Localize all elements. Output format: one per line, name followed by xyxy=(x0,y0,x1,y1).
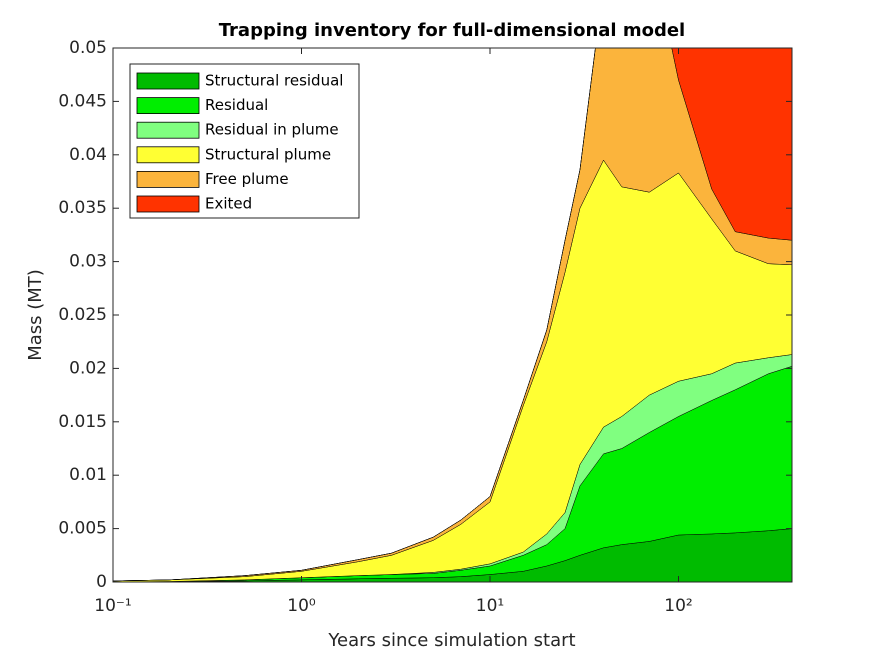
legend-label: Residual xyxy=(205,96,268,114)
y-tick-label: 0.045 xyxy=(58,91,107,111)
legend-swatch xyxy=(136,72,200,90)
plot-area xyxy=(113,48,792,582)
legend: Structural residual Residual Residual in p… xyxy=(129,63,360,219)
legend-label: Structural residual xyxy=(205,72,343,90)
area xyxy=(113,48,792,582)
y-tick-label: 0.025 xyxy=(58,305,107,325)
legend-swatch xyxy=(136,97,200,114)
legend-label: Exited xyxy=(205,195,252,213)
legend-box xyxy=(129,63,360,219)
y-tick-label: 0.035 xyxy=(58,198,107,218)
x-tick-label: 10⁰ xyxy=(287,596,316,616)
legend-swatch xyxy=(136,146,200,164)
y-tick-label: 0 xyxy=(96,572,107,592)
legend-label: Residual in plume xyxy=(205,121,339,139)
y-tick-label: 0.02 xyxy=(69,358,107,378)
x-tick-label: 10¹ xyxy=(476,596,504,616)
legend-label: Free plume xyxy=(205,170,289,188)
y-tick-label: 0.05 xyxy=(69,38,107,58)
y-axis-label: Mass (MT) xyxy=(25,269,46,361)
y-tick-label: 0.03 xyxy=(69,252,107,272)
y-tick-label: 0.005 xyxy=(58,519,107,539)
chart-title: Trapping inventory for full-dimensional … xyxy=(219,20,685,41)
legend-swatch xyxy=(136,121,200,139)
x-axis-label: Years since simulation start xyxy=(327,630,575,651)
axes: 0 0.005 0.01 0.015 0.02 0.025 0.03 0.035 0.04 0.0… xyxy=(58,38,793,616)
x-tick-label: 10⁻¹ xyxy=(94,596,131,616)
y-tick-label: 0.01 xyxy=(69,465,107,485)
legend-label: Structural plume xyxy=(205,145,331,163)
y-tick-label: 0.015 xyxy=(58,412,107,432)
legend-swatch xyxy=(136,195,200,213)
x-tick-label: 10² xyxy=(664,596,692,616)
legend-swatch xyxy=(136,170,200,188)
y-tick-label: 0.04 xyxy=(69,145,107,165)
